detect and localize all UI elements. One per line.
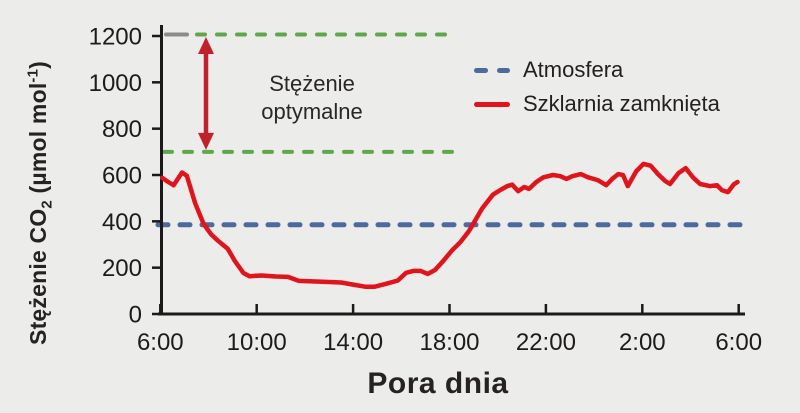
optimal-range-arrow-head-down	[198, 132, 214, 150]
legend-label-szklarnia: Szklarnia zamknięta	[523, 91, 720, 116]
y-tick-label: 200	[102, 255, 142, 282]
x-tick-label: 22:00	[516, 329, 576, 356]
optimal-range-annotation: Stężenie optymalne	[212, 70, 412, 126]
x-tick-label: 2:00	[619, 329, 666, 356]
y-tick-label: 0	[129, 302, 142, 329]
x-tick-label: 6:00	[137, 329, 184, 356]
optimal-range-arrow-head-up	[198, 37, 214, 54]
legend-item-atmosfera: Atmosfera	[474, 56, 720, 84]
szklarnia-line	[159, 161, 740, 289]
legend-label-atmosfera: Atmosfera	[523, 57, 624, 82]
y-axis-title: Stężenie CO2 (µmol mol-1)	[24, 61, 55, 345]
annotation-line2: optymalne	[261, 99, 363, 124]
atmosfera-dashed-line-swatch	[474, 67, 510, 73]
x-tick-label: 6:00	[715, 329, 762, 356]
annotation-line1: Stężenie	[269, 71, 355, 96]
x-tick-label: 14:00	[323, 329, 383, 356]
y-axis-title-text: Stężenie CO	[25, 208, 52, 345]
y-axis-title-subscript: 2	[38, 200, 56, 209]
y-axis-title-units: (µmol mol	[25, 82, 52, 201]
y-tick-label: 800	[102, 116, 142, 143]
x-tick-label: 18:00	[419, 329, 479, 356]
y-tick-label: 1000	[89, 70, 142, 97]
y-tick-label: 1200	[89, 24, 142, 51]
szklarnia-solid-line-swatch	[474, 101, 510, 107]
y-axis-title-superscript: -1	[24, 68, 42, 83]
x-axis-title: Pora dnia	[367, 367, 509, 400]
legend-item-szklarnia: Szklarnia zamknięta	[474, 90, 720, 118]
y-tick-label: 400	[102, 209, 142, 236]
legend: Atmosfera Szklarnia zamknięta	[474, 56, 720, 124]
y-tick-label: 600	[102, 163, 142, 190]
y-axis-title-close: )	[25, 61, 52, 69]
x-tick-label: 10:00	[227, 329, 287, 356]
